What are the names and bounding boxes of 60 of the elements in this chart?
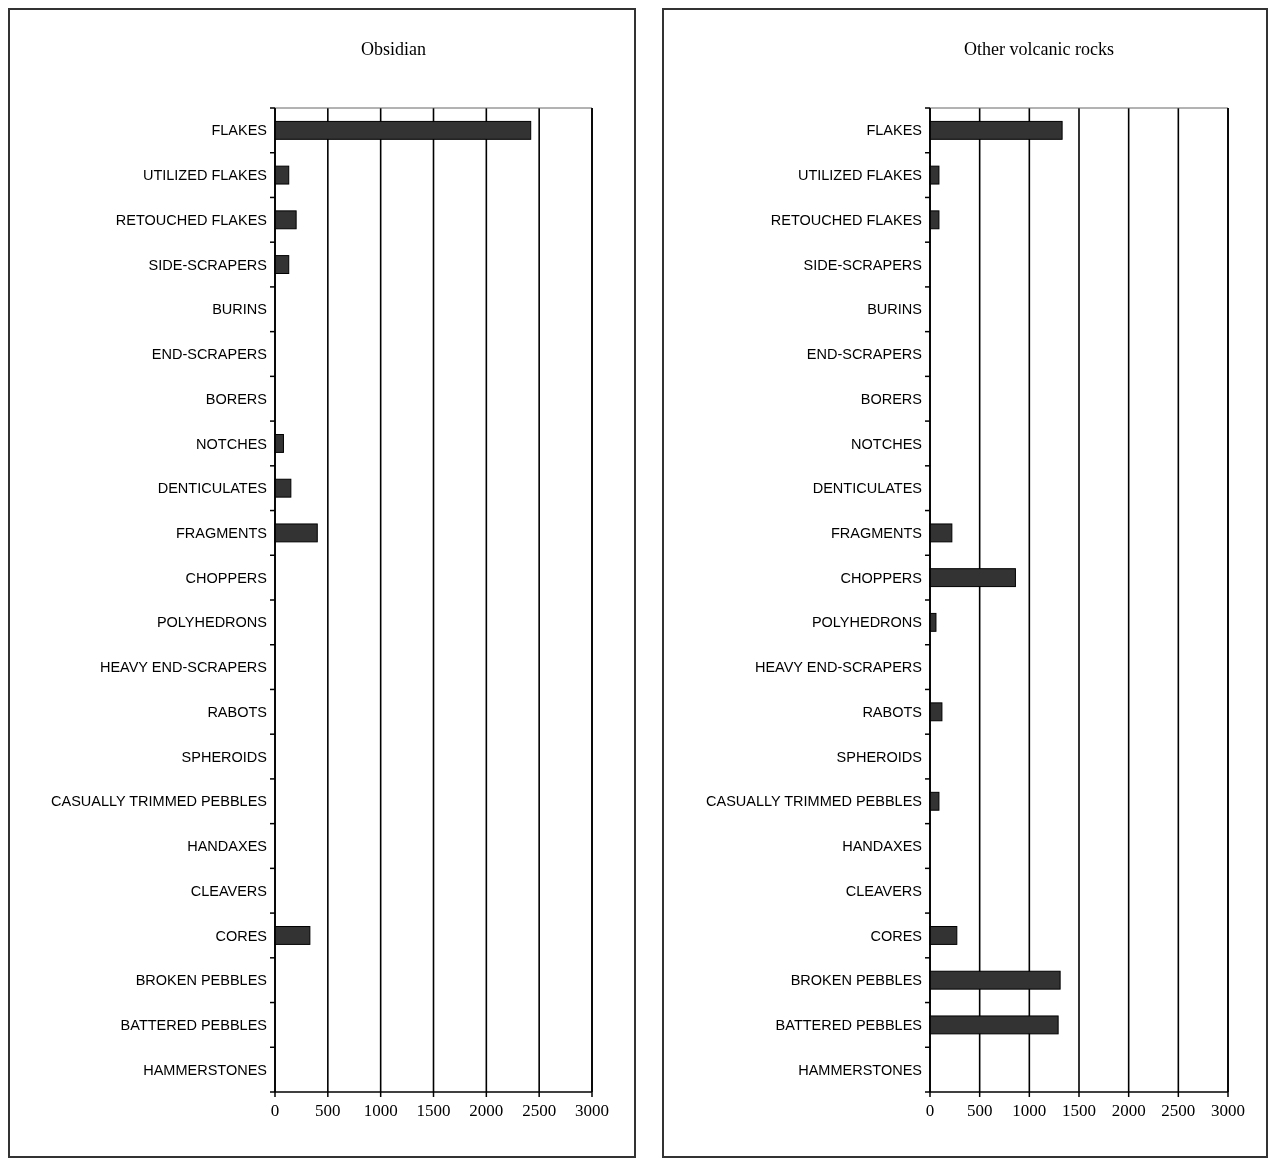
y-tick-label: POLYHEDRONS xyxy=(811,614,922,631)
x-tick-label: 2000 xyxy=(1111,1101,1146,1120)
y-tick-label: BATTERED PEBBLES xyxy=(775,1016,922,1033)
y-tick-label: CASUALLY TRIMMED PEBBLES xyxy=(706,793,922,810)
y-tick-label: DENTICULATES xyxy=(812,480,922,497)
y-tick-label: RETOUCHED FLAKES xyxy=(115,211,267,228)
y-tick-label: BROKEN PEBBLES xyxy=(135,972,267,989)
y-tick-label: UTILIZED FLAKES xyxy=(142,167,267,184)
x-tick-label: 0 xyxy=(925,1101,935,1120)
x-tick-label: 0 xyxy=(270,1101,280,1120)
y-tick-label: HEAVY END-SCRAPERS xyxy=(754,659,922,676)
y-tick-label: HEAVY END-SCRAPERS xyxy=(99,659,267,676)
y-tick-label: BORERS xyxy=(860,390,922,407)
x-tick-label: 1500 xyxy=(1062,1101,1096,1120)
y-tick-label: BATTERED PEBBLES xyxy=(120,1016,267,1033)
x-tick-label: 1500 xyxy=(416,1101,451,1120)
y-tick-label: CLEAVERS xyxy=(190,882,267,899)
y-tick-label: HANDAXES xyxy=(187,838,267,855)
y-tick-label: FRAGMENTS xyxy=(175,524,267,541)
x-tick-label: 500 xyxy=(966,1101,993,1120)
y-tick-label: POLYHEDRONS xyxy=(156,614,267,631)
y-tick-label: FLAKES xyxy=(211,122,267,139)
y-tick-label: RABOTS xyxy=(207,703,267,720)
y-tick-label: SPHEROIDS xyxy=(836,748,922,765)
y-tick-label: END-SCRAPERS xyxy=(151,346,267,363)
x-tick-label: 2500 xyxy=(522,1101,557,1120)
y-tick-label: HAMMERSTONES xyxy=(798,1061,922,1078)
y-tick-label: SPHEROIDS xyxy=(181,748,267,765)
x-tick-label: 1000 xyxy=(363,1101,398,1120)
y-tick-label: BORERS xyxy=(205,390,267,407)
y-tick-label: CORES xyxy=(870,927,922,944)
y-tick-label: CORES xyxy=(215,927,267,944)
y-tick-label: SIDE-SCRAPERS xyxy=(148,256,267,273)
y-tick-label: NOTCHES xyxy=(851,435,922,452)
x-tick-label: 500 xyxy=(315,1101,341,1120)
x-tick-label: 2500 xyxy=(1161,1101,1196,1120)
x-tick-label: 2000 xyxy=(469,1101,504,1120)
y-tick-label: END-SCRAPERS xyxy=(806,346,922,363)
y-tick-label: UTILIZED FLAKES xyxy=(797,167,922,184)
y-tick-label: CHOPPERS xyxy=(185,569,267,586)
y-tick-label: CASUALLY TRIMMED PEBBLES xyxy=(51,793,267,810)
y-tick-label: HAMMERSTONES xyxy=(143,1061,267,1078)
x-tick-label: 3000 xyxy=(575,1101,609,1120)
y-tick-label: NOTCHES xyxy=(196,435,267,452)
y-tick-label: BURINS xyxy=(867,301,922,318)
x-tick-label: 1000 xyxy=(1012,1101,1047,1120)
y-tick-label: BROKEN PEBBLES xyxy=(790,972,922,989)
x-tick-label: 3000 xyxy=(1211,1101,1245,1120)
y-tick-label: FLAKES xyxy=(866,122,922,139)
y-tick-label: CLEAVERS xyxy=(845,882,922,899)
chart-title: Other volcanic rocks xyxy=(964,39,1114,59)
y-tick-label: FRAGMENTS xyxy=(830,524,922,541)
y-tick-label: HANDAXES xyxy=(842,838,922,855)
y-tick-label: SIDE-SCRAPERS xyxy=(803,256,922,273)
y-tick-label: RETOUCHED FLAKES xyxy=(770,211,922,228)
y-tick-label: DENTICULATES xyxy=(157,480,267,497)
y-tick-label: BURINS xyxy=(212,301,267,318)
y-tick-label: CHOPPERS xyxy=(840,569,922,586)
y-tick-label: RABOTS xyxy=(862,703,922,720)
chart-title: Obsidian xyxy=(361,39,426,59)
